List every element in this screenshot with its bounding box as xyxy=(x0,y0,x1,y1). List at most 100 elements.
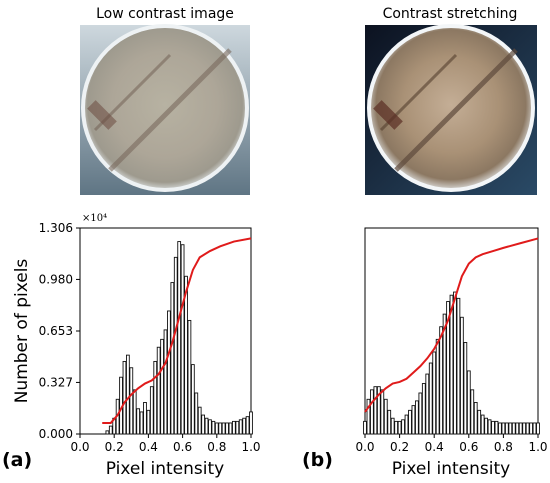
histogram-bar xyxy=(432,351,437,435)
histogram-bar xyxy=(249,411,253,435)
specimen-photo-b xyxy=(365,24,537,195)
histogram-bar xyxy=(442,313,447,435)
histogram-bar xyxy=(397,420,402,435)
histogram-bar xyxy=(208,419,212,435)
histogram-bar xyxy=(139,411,144,435)
x-tick-label: 0.4 xyxy=(139,440,158,454)
histogram-bar xyxy=(184,275,188,435)
histogram-bar xyxy=(170,282,175,435)
histogram-bar xyxy=(167,310,171,435)
histogram-bar xyxy=(204,417,209,435)
histogram-bar xyxy=(108,425,113,435)
chart-a-cdf-line xyxy=(102,237,252,424)
histogram-bar xyxy=(190,364,195,435)
histogram-bar xyxy=(473,402,478,435)
histogram-bar xyxy=(418,392,423,435)
histogram-bar xyxy=(477,409,482,435)
histogram-bar xyxy=(153,360,158,435)
histogram-bar xyxy=(408,409,412,435)
histogram-bar xyxy=(225,422,229,435)
histogram-bar xyxy=(242,417,247,435)
histogram-bar xyxy=(525,422,530,435)
histogram-bar xyxy=(401,419,405,435)
panel-a-tag: (a) xyxy=(2,449,32,471)
histogram-bar xyxy=(404,414,409,435)
histogram-bar xyxy=(428,362,433,435)
x-tick-label: 0.8 xyxy=(494,440,513,454)
chart-a-scale-note: ×10⁴ xyxy=(82,213,107,224)
histogram-bar xyxy=(439,326,444,435)
chart-b-x-ticks: 0.0 0.2 0.4 0.6 0.8 1.0 xyxy=(355,434,548,454)
chart-a-x-label: Pixel intensity xyxy=(106,459,224,479)
histogram-bar xyxy=(187,319,192,435)
chart-b-cdf-line xyxy=(364,237,539,413)
panel-a-title: Low contrast image xyxy=(96,6,234,22)
histogram-bar xyxy=(156,346,161,435)
histogram-bar xyxy=(491,420,495,435)
chart-b: 0.0 0.2 0.4 0.6 0.8 1.0 Pixel intensity xyxy=(355,227,548,479)
histogram-bar xyxy=(508,422,513,435)
y-tick-label: 0.980 xyxy=(39,272,73,286)
histogram-bar xyxy=(194,392,199,435)
histogram-bar xyxy=(421,383,426,435)
histogram-bar xyxy=(160,338,164,435)
chart-a-y-ticks: 0.000 0.327 0.653 0.980 1.306 xyxy=(39,221,80,441)
histogram-bar xyxy=(522,422,527,435)
chart-a-bars xyxy=(105,241,253,435)
histogram-bar xyxy=(235,420,240,435)
histogram-bar xyxy=(228,422,233,435)
histogram-bar xyxy=(211,420,216,435)
y-tick-label: 0.653 xyxy=(39,324,73,338)
histogram-bar xyxy=(376,386,381,435)
chart-b-bars xyxy=(363,291,540,435)
histogram-bar xyxy=(459,316,464,435)
histogram-bar xyxy=(383,398,388,435)
histogram-bar xyxy=(529,422,533,435)
histogram-bar xyxy=(105,430,110,435)
histogram-bar xyxy=(146,409,151,435)
histogram-bar xyxy=(373,386,378,435)
histogram-bar xyxy=(173,256,178,435)
histogram-bar xyxy=(370,389,374,435)
histogram-bar xyxy=(411,405,416,435)
histogram-bar xyxy=(511,422,516,435)
panel-b-title: Contrast stretching xyxy=(383,6,518,22)
x-tick-label: 0.2 xyxy=(105,440,124,454)
histogram-bar xyxy=(136,408,141,435)
x-tick-label: 0.0 xyxy=(355,440,374,454)
histogram-bar xyxy=(201,414,205,435)
histogram-bar xyxy=(518,422,523,435)
histogram-bar xyxy=(463,342,468,435)
chart-a-x-ticks: 0.0 0.2 0.4 0.6 0.8 1.0 xyxy=(70,434,261,454)
histogram-bar xyxy=(435,338,440,435)
x-tick-label: 1.0 xyxy=(528,440,547,454)
histogram-bar xyxy=(177,241,182,435)
y-tick-label: 0.000 xyxy=(39,427,73,441)
histogram-bar xyxy=(394,420,399,435)
histogram-bar xyxy=(536,422,540,435)
histogram-bar xyxy=(446,301,450,435)
histogram-bar xyxy=(504,422,509,435)
histogram-bar xyxy=(415,400,419,435)
histogram-bar xyxy=(163,329,168,435)
panel-b-tag: (b) xyxy=(302,449,333,471)
histogram-bar xyxy=(366,398,371,435)
y-tick-label: 1.306 xyxy=(39,221,73,235)
histogram-bar xyxy=(132,389,137,435)
histogram-bar xyxy=(129,367,134,435)
x-tick-label: 0.6 xyxy=(459,440,478,454)
chart-b-x-label: Pixel intensity xyxy=(392,459,510,479)
histogram-bar xyxy=(214,422,219,435)
histogram-bar xyxy=(380,389,385,435)
x-tick-label: 0.8 xyxy=(207,440,226,454)
histogram-bar xyxy=(387,409,392,435)
histogram-bar xyxy=(480,414,485,435)
x-tick-label: 1.0 xyxy=(241,440,260,454)
y-tick-label: 0.327 xyxy=(39,375,73,389)
histogram-bar xyxy=(180,244,185,435)
histogram-bar xyxy=(487,419,492,435)
histogram-bar xyxy=(363,420,367,435)
histogram-bar xyxy=(470,389,475,435)
histogram-bar xyxy=(143,402,147,435)
